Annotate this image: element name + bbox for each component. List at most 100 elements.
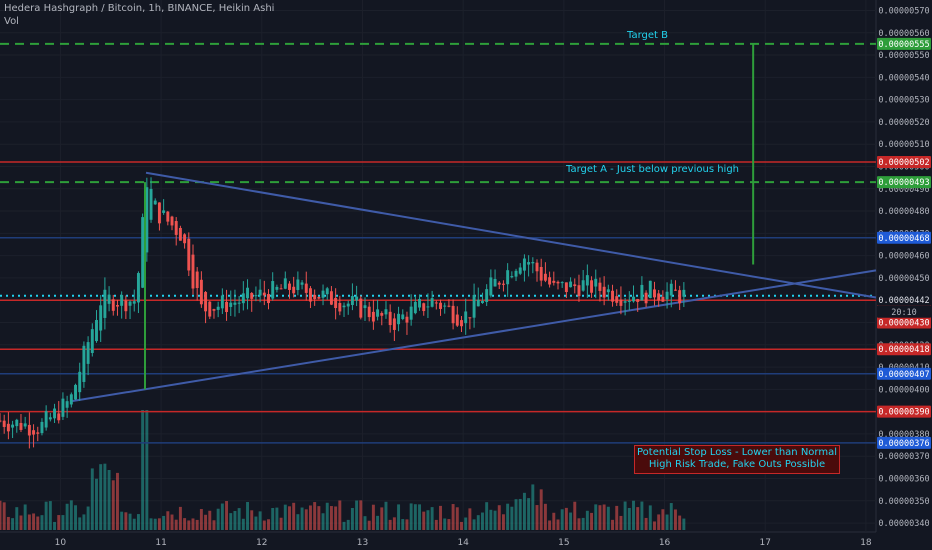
candle-body <box>145 187 149 253</box>
volume-bar <box>95 478 98 530</box>
volume-bar <box>233 510 237 530</box>
candle-body <box>501 283 505 285</box>
stop-loss-line-1: Potential Stop Loss - Lower than Normal <box>636 447 838 458</box>
volume-bar <box>258 511 262 530</box>
candle-body <box>74 384 77 400</box>
candle-body <box>632 296 635 302</box>
volume-bar <box>275 507 279 530</box>
candle-body <box>350 296 354 306</box>
candle-body <box>371 311 375 322</box>
level-price-tag-text: 0.00000418 <box>878 345 929 355</box>
volume-bar <box>359 500 363 530</box>
volume-bar <box>241 518 245 530</box>
volume-bar <box>510 506 514 530</box>
candle-body <box>174 221 178 235</box>
candle-body <box>434 302 438 304</box>
candle-body <box>86 342 90 364</box>
price-tick-label: 0.00000450 <box>878 274 929 284</box>
volume-bar <box>653 521 656 530</box>
volume-bar <box>208 510 212 530</box>
candle-body <box>346 303 350 307</box>
volume-bar <box>371 504 375 530</box>
candle-body <box>497 282 501 285</box>
level-price-tag <box>877 231 931 244</box>
volume-bar <box>178 506 182 530</box>
candle-body <box>225 301 229 313</box>
candle-body <box>611 290 614 302</box>
volume-bar <box>552 512 556 530</box>
time-tick-label: 14 <box>457 538 469 548</box>
candle-body <box>288 283 291 290</box>
volume-bar <box>15 507 19 530</box>
candle-body <box>304 283 308 293</box>
volume-bar <box>329 506 333 530</box>
volume-bar <box>489 509 493 530</box>
volume-bar <box>409 503 413 530</box>
volume-bar <box>69 500 73 530</box>
volume-bar <box>611 519 614 530</box>
price-tick-label: 0.00000490 <box>878 185 929 195</box>
volume-bar <box>86 506 90 530</box>
level-price-tag <box>877 343 931 356</box>
volume-bar <box>682 518 686 530</box>
time-tick-label: 11 <box>155 538 166 548</box>
candle-body <box>447 305 451 307</box>
candle-body <box>661 296 665 302</box>
candle-body <box>355 296 359 301</box>
candle-body <box>308 288 312 302</box>
candle-body <box>455 314 459 326</box>
volume-bar <box>606 506 610 530</box>
candle-body <box>422 303 426 312</box>
candle-body <box>476 299 480 307</box>
volume-bar <box>279 517 283 530</box>
level-price-tag-text: 0.00000468 <box>878 234 929 244</box>
level-price-tag-text: 0.00000407 <box>878 370 929 380</box>
volume-bar <box>136 514 140 530</box>
candle-body <box>443 305 447 307</box>
price-tick-label: 0.00000360 <box>878 475 929 485</box>
volume-bar <box>313 502 317 530</box>
volume-bar <box>619 515 623 530</box>
candle-body <box>468 317 472 319</box>
volume-bar <box>506 503 510 530</box>
candle-body <box>342 305 346 308</box>
volume-bar <box>623 501 627 530</box>
candle-body <box>569 281 573 288</box>
target-b-label: Target B <box>627 30 668 41</box>
candle-body <box>191 254 195 289</box>
candle-body <box>132 301 136 304</box>
volume-bar <box>380 507 384 530</box>
price-axis-panel[interactable] <box>876 0 932 550</box>
candle-body <box>430 298 434 307</box>
candle-body <box>183 234 187 244</box>
volume-bar <box>678 515 682 530</box>
candle-body <box>216 306 220 310</box>
candle-body <box>627 300 631 302</box>
candle-body <box>48 417 52 420</box>
price-tick-label: 0.00000340 <box>878 519 929 529</box>
volume-bar <box>350 507 354 530</box>
time-tick-label: 15 <box>558 538 569 548</box>
volume-bar <box>44 501 48 530</box>
volume-bar <box>392 517 396 530</box>
candle-body <box>300 282 304 285</box>
volume-bar <box>581 517 585 530</box>
volume-bar <box>141 410 145 530</box>
candle-body <box>283 278 287 289</box>
candle-body <box>602 286 606 298</box>
volume-bar <box>317 506 321 530</box>
candle-body <box>199 279 203 305</box>
volume-bars <box>0 410 686 530</box>
volume-bar <box>19 515 23 530</box>
volume-bar <box>493 510 497 530</box>
volume-bar <box>229 513 233 530</box>
candle-body <box>212 309 216 311</box>
trend-line[interactable] <box>145 171 877 299</box>
trend-line[interactable] <box>70 269 877 403</box>
candle-body <box>615 296 619 303</box>
volume-bar <box>590 512 594 530</box>
candle-body <box>564 282 568 293</box>
price-tags: 0.00000555 0.00000502 0.00000493 0.00000468… <box>877 37 931 449</box>
volume-bar <box>472 519 476 530</box>
